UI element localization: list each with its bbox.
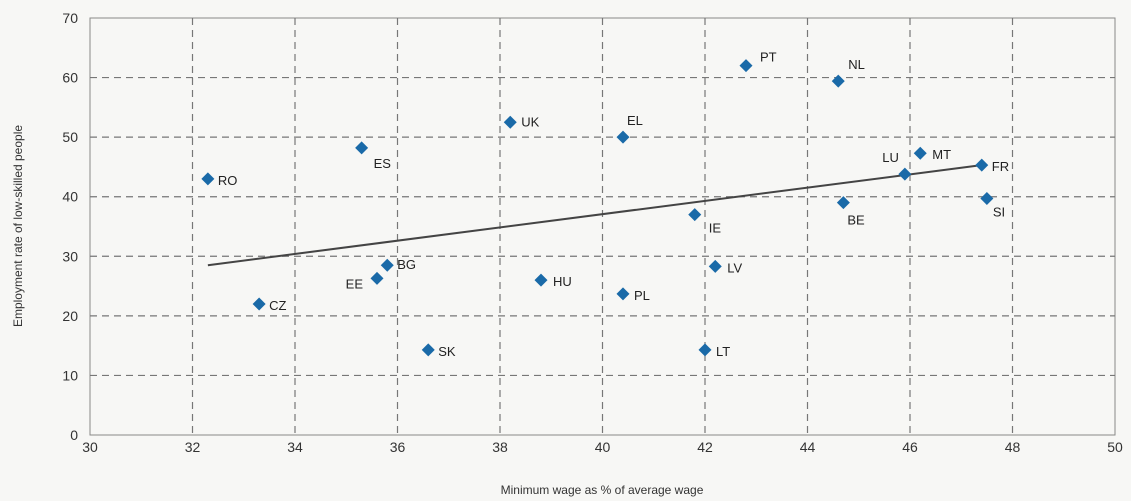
y-tick-label: 60: [62, 70, 78, 86]
x-tick-label: 46: [902, 439, 918, 455]
y-tick-label: 70: [62, 10, 78, 26]
point-marker-ro: [201, 172, 215, 186]
point-marker-pt: [739, 59, 753, 73]
x-tick-label: 50: [1107, 439, 1123, 455]
x-tick-label: 30: [82, 439, 98, 455]
x-tick-label: 36: [390, 439, 406, 455]
point-marker-bg: [380, 258, 394, 272]
y-tick-label: 40: [62, 189, 78, 205]
y-tick-label: 50: [62, 129, 78, 145]
y-axis-ticks: 0 10 20 30 40 50 60 70: [62, 10, 78, 443]
x-tick-label: 32: [185, 439, 201, 455]
x-tick-label: 38: [492, 439, 508, 455]
x-axis-title: Minimum wage as % of average wage: [501, 483, 704, 497]
point-label-el: EL: [627, 113, 643, 128]
point-marker-pl: [616, 287, 630, 301]
point-label-pl: PL: [634, 288, 650, 303]
y-tick-label: 0: [70, 427, 78, 443]
point-marker-ie: [688, 208, 702, 222]
x-tick-label: 40: [595, 439, 611, 455]
point-marker-si: [980, 192, 994, 206]
point-label-pt: PT: [760, 50, 777, 65]
point-marker-hu: [534, 273, 548, 287]
point-marker-uk: [503, 115, 517, 129]
point-marker-be: [836, 196, 850, 210]
point-label-es: ES: [374, 156, 392, 171]
point-marker-mt: [913, 146, 927, 160]
trend-line: [207, 164, 977, 267]
point-label-cz: CZ: [269, 298, 286, 313]
y-tick-label: 30: [62, 248, 78, 264]
x-tick-label: 42: [697, 439, 713, 455]
point-label-ie: IE: [709, 221, 722, 236]
y-tick-label: 20: [62, 308, 78, 324]
point-marker-lu: [898, 167, 912, 181]
x-tick-label: 34: [287, 439, 303, 455]
point-marker-el: [616, 130, 630, 144]
x-axis-ticks: 30 32 34 36 38 40 42 44 46 48 50: [82, 439, 1123, 455]
point-label-mt: MT: [932, 147, 951, 162]
point-label-si: SI: [993, 205, 1005, 220]
point-label-lt: LT: [716, 344, 730, 359]
point-label-lv: LV: [727, 260, 742, 275]
point-label-fr: FR: [992, 159, 1009, 174]
y-tick-label: 10: [62, 367, 78, 383]
point-marker-lv: [708, 259, 722, 273]
point-label-sk: SK: [438, 344, 456, 359]
point-marker-es: [355, 141, 369, 155]
point-label-bg: BG: [397, 257, 416, 272]
point-marker-nl: [831, 74, 845, 88]
point-label-be: BE: [847, 213, 865, 228]
point-label-hu: HU: [553, 274, 572, 289]
point-marker-ee: [370, 271, 384, 285]
y-axis-title: Employment rate of low-skilled people: [11, 125, 25, 327]
x-tick-label: 44: [800, 439, 816, 455]
point-label-uk: UK: [521, 114, 539, 129]
point-marker-cz: [252, 297, 266, 311]
point-label-ee: EE: [346, 276, 364, 291]
point-label-lu: LU: [882, 150, 899, 165]
point-marker-fr: [975, 158, 989, 172]
point-marker-lt: [698, 343, 712, 357]
data-points: RO CZ ES EE BG SK UK HU EL PL IE LT LV PT NL BE LU MT FR SI: [201, 50, 1009, 359]
point-label-ro: RO: [218, 173, 238, 188]
x-tick-label: 48: [1005, 439, 1021, 455]
point-marker-sk: [421, 343, 435, 357]
point-label-nl: NL: [848, 57, 865, 72]
